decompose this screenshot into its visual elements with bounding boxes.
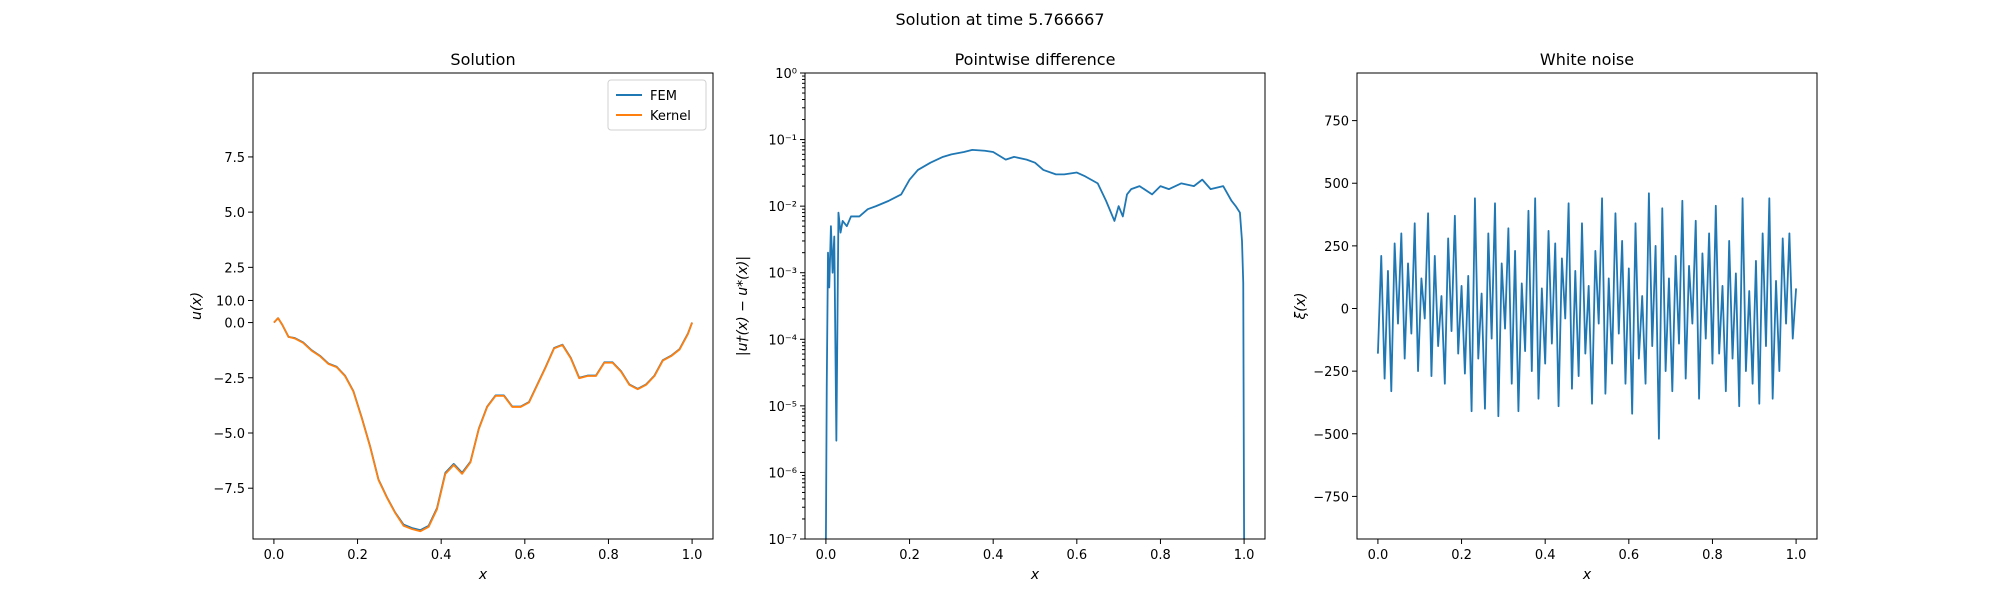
y-tick-label: 10⁻⁶ bbox=[768, 466, 797, 481]
series-line-fem bbox=[273, 317, 693, 532]
x-tick-label: 0.2 bbox=[347, 548, 368, 563]
series-line-data bbox=[825, 148, 1245, 539]
plot-area bbox=[1377, 192, 1797, 440]
y-tick-label: −5.0 bbox=[213, 427, 245, 442]
series-line-kernel bbox=[273, 317, 693, 533]
y-tick-label: 2.5 bbox=[224, 261, 245, 276]
x-tick-label: 0.6 bbox=[1618, 548, 1639, 563]
x-tick-label: 0.8 bbox=[1150, 548, 1171, 563]
x-tick-label: 0.4 bbox=[431, 548, 452, 563]
y-tick-label: 10⁻² bbox=[768, 200, 797, 215]
y-tick-label: −250 bbox=[1313, 365, 1349, 380]
y-axis-label: u(x) bbox=[189, 292, 205, 320]
y-tick-label: −500 bbox=[1313, 428, 1349, 443]
x-axis-label: x bbox=[478, 567, 488, 583]
y-tick-label: 10.0 bbox=[216, 294, 245, 309]
x-tick-label: 0.0 bbox=[264, 548, 285, 563]
y-axis-label: ξ(x) bbox=[1293, 292, 1309, 320]
x-tick-label: 0.0 bbox=[1368, 548, 1389, 563]
figure-suptitle: Solution at time 5.766667 bbox=[895, 10, 1104, 29]
x-tick-label: 1.0 bbox=[682, 548, 703, 563]
subplot-white-noise: White noise 0.0 0.2 0.4 0.6 0.8 1.0 −750 −500 −25… bbox=[1293, 50, 1818, 583]
y-tick-label: 10⁻³ bbox=[768, 267, 797, 282]
y-tick-label: 10⁻⁷ bbox=[768, 533, 797, 548]
x-tick-label: 0.6 bbox=[1066, 548, 1087, 563]
y-tick-label: 10⁻⁵ bbox=[768, 400, 797, 415]
x-tick-label: 0.0 bbox=[816, 548, 837, 563]
x-axis-label: x bbox=[1030, 567, 1040, 583]
y-tick-label: 0.0 bbox=[224, 317, 245, 332]
x-axis-label: x bbox=[1582, 567, 1592, 583]
y-tick-label: 10⁻¹ bbox=[768, 134, 797, 149]
y-tick-label: 5.0 bbox=[224, 206, 245, 221]
x-tick-label: 0.4 bbox=[1535, 548, 1556, 563]
x-tick-label: 0.6 bbox=[514, 548, 535, 563]
y-axis-label: |u†(x) − u*(x)| bbox=[735, 256, 751, 356]
x-tick-label: 0.8 bbox=[598, 548, 619, 563]
panel-title: Solution bbox=[450, 50, 515, 69]
y-tick-label: 750 bbox=[1324, 115, 1349, 130]
x-tick-label: 0.2 bbox=[1451, 548, 1472, 563]
y-tick-label: −750 bbox=[1313, 490, 1349, 505]
y-tick-label: 10⁰ bbox=[775, 67, 797, 82]
series-line-data bbox=[1377, 192, 1797, 440]
subplot-solution: Solution 0.0 0.2 0.4 0.6 0.8 1.0 −7.5 −5.0 −2.5 0.… bbox=[189, 50, 714, 583]
axes-frame bbox=[252, 72, 714, 540]
legend-box bbox=[607, 79, 707, 131]
x-tick-label: 0.4 bbox=[983, 548, 1004, 563]
y-tick-label: −2.5 bbox=[213, 372, 245, 387]
y-tick-label: −7.5 bbox=[213, 482, 245, 497]
plot-area bbox=[825, 148, 1245, 539]
x-tick-label: 0.8 bbox=[1702, 548, 1723, 563]
legend-label-fem: FEM bbox=[650, 89, 677, 104]
y-tick-label: 250 bbox=[1324, 240, 1349, 255]
y-tick-label: 10⁻⁴ bbox=[768, 333, 797, 348]
y-tick-label: 0 bbox=[1341, 303, 1349, 318]
legend: FEM Kernel bbox=[607, 79, 707, 131]
axes-frame bbox=[1356, 72, 1818, 540]
x-tick-label: 0.2 bbox=[899, 548, 920, 563]
y-tick-label: 7.5 bbox=[224, 151, 245, 166]
y-tick-label: 500 bbox=[1324, 177, 1349, 192]
x-tick-label: 1.0 bbox=[1786, 548, 1807, 563]
panel-title: Pointwise difference bbox=[955, 50, 1116, 69]
axes-frame bbox=[804, 72, 1266, 540]
plot-area bbox=[273, 317, 693, 533]
legend-label-kernel: Kernel bbox=[650, 109, 691, 124]
x-tick-label: 1.0 bbox=[1234, 548, 1255, 563]
panel-title: White noise bbox=[1540, 50, 1634, 69]
subplot-pointwise-difference: Pointwise difference 0.0 0.2 0.4 0.6 0.8 1.0 10… bbox=[735, 50, 1266, 583]
